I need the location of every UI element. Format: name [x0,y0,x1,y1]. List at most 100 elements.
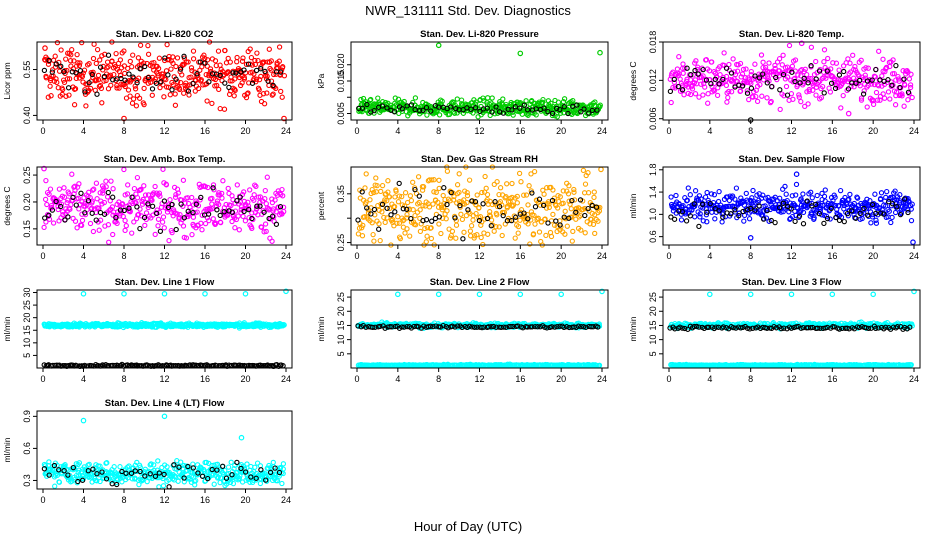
data-point [845,56,851,62]
data-point [263,201,269,207]
data-point [673,192,679,199]
data-point [392,209,398,215]
y-tick-label: 10 [22,338,32,348]
x-tick-label: 20 [556,126,566,136]
data-point [170,82,176,88]
data-point [777,106,783,113]
data-point [570,228,576,235]
data-point [591,189,597,195]
data-point [226,84,232,91]
data-point [234,182,240,188]
data-point [723,82,730,89]
y-tick-label: 30 [22,288,32,298]
data-point [516,170,523,177]
data-point [155,216,162,222]
data-point [880,56,886,62]
data-point [58,47,64,53]
x-tick-label: 16 [515,251,525,261]
data-point [137,225,143,232]
x-tick-label: 4 [81,374,86,384]
data-point [466,177,473,183]
data-point [157,228,164,234]
data-point [247,187,253,193]
y-tick-label: 1.0 [648,208,658,221]
data-point [868,220,874,226]
data-point [510,112,516,118]
x-tick-label: 16 [827,251,837,261]
x-tick-label: 16 [200,251,210,261]
data-point [518,179,524,185]
y-axis-label: degrees C [628,61,638,100]
data-point [170,54,176,60]
data-point [825,55,831,62]
data-point [780,52,786,58]
panel-title: Stan. Dev. Li-820 Pressure [420,29,539,40]
data-point [885,89,892,95]
data-point [793,181,800,188]
data-point [217,212,223,219]
y-tick-label: 0.006 [648,107,658,130]
data-point [86,61,92,67]
data-point [523,192,530,198]
data-point [280,64,286,70]
data-point [407,233,413,239]
data-point [122,77,128,83]
data-point [62,68,68,74]
panel-4: Stan. Dev. Amb. Box Temp.degrees C0 4 8 12 1… [2,154,293,261]
y-tick-label: 0.020 [336,53,346,76]
data-point [234,54,240,61]
data-point [216,86,222,93]
data-point [105,189,111,196]
outlier-point [121,290,127,297]
data-point [591,194,597,201]
outlier-point [558,291,565,298]
y-tick-label: 5 [22,353,32,358]
x-tick-label: 8 [121,374,126,384]
data-point [841,68,847,75]
data-point [743,190,749,197]
y-tick-label: 0.15 [22,220,32,238]
x-tick-label: 0 [40,251,45,261]
data-point [199,227,205,233]
data-point [52,53,58,59]
data-point [177,66,184,72]
data-point [371,238,377,244]
data-point [515,230,521,236]
data-point [160,214,167,220]
data-point [188,74,194,80]
data-point [428,235,435,242]
data-point [130,96,137,102]
data-point [239,80,245,86]
data-point [168,66,174,72]
data-point [69,47,75,53]
data-point [864,104,870,110]
data-point [258,66,264,72]
data-point [269,238,275,244]
y-axis-label: Licor ppm [2,62,12,99]
data-point [204,57,211,63]
y-tick-label: 20 [22,313,32,323]
data-point [417,207,423,213]
data-point [478,234,484,241]
y-tick-label: 0.40 [22,107,32,125]
data-point [225,69,231,75]
data-point [276,58,282,64]
x-tick-label: 8 [436,126,441,136]
data-point [49,69,55,75]
x-tick-label: 12 [159,374,169,384]
y-tick-label: 0.25 [22,166,32,184]
x-tick-label: 16 [200,126,210,136]
data-point [436,221,442,227]
data-point [158,79,164,85]
data-point [53,61,59,67]
data-point [54,39,61,46]
data-point [523,98,529,104]
data-point [436,177,442,183]
data-point [454,182,461,188]
data-point [247,46,253,52]
data-point [876,48,882,54]
data-point [225,185,231,192]
data-point [725,94,731,101]
